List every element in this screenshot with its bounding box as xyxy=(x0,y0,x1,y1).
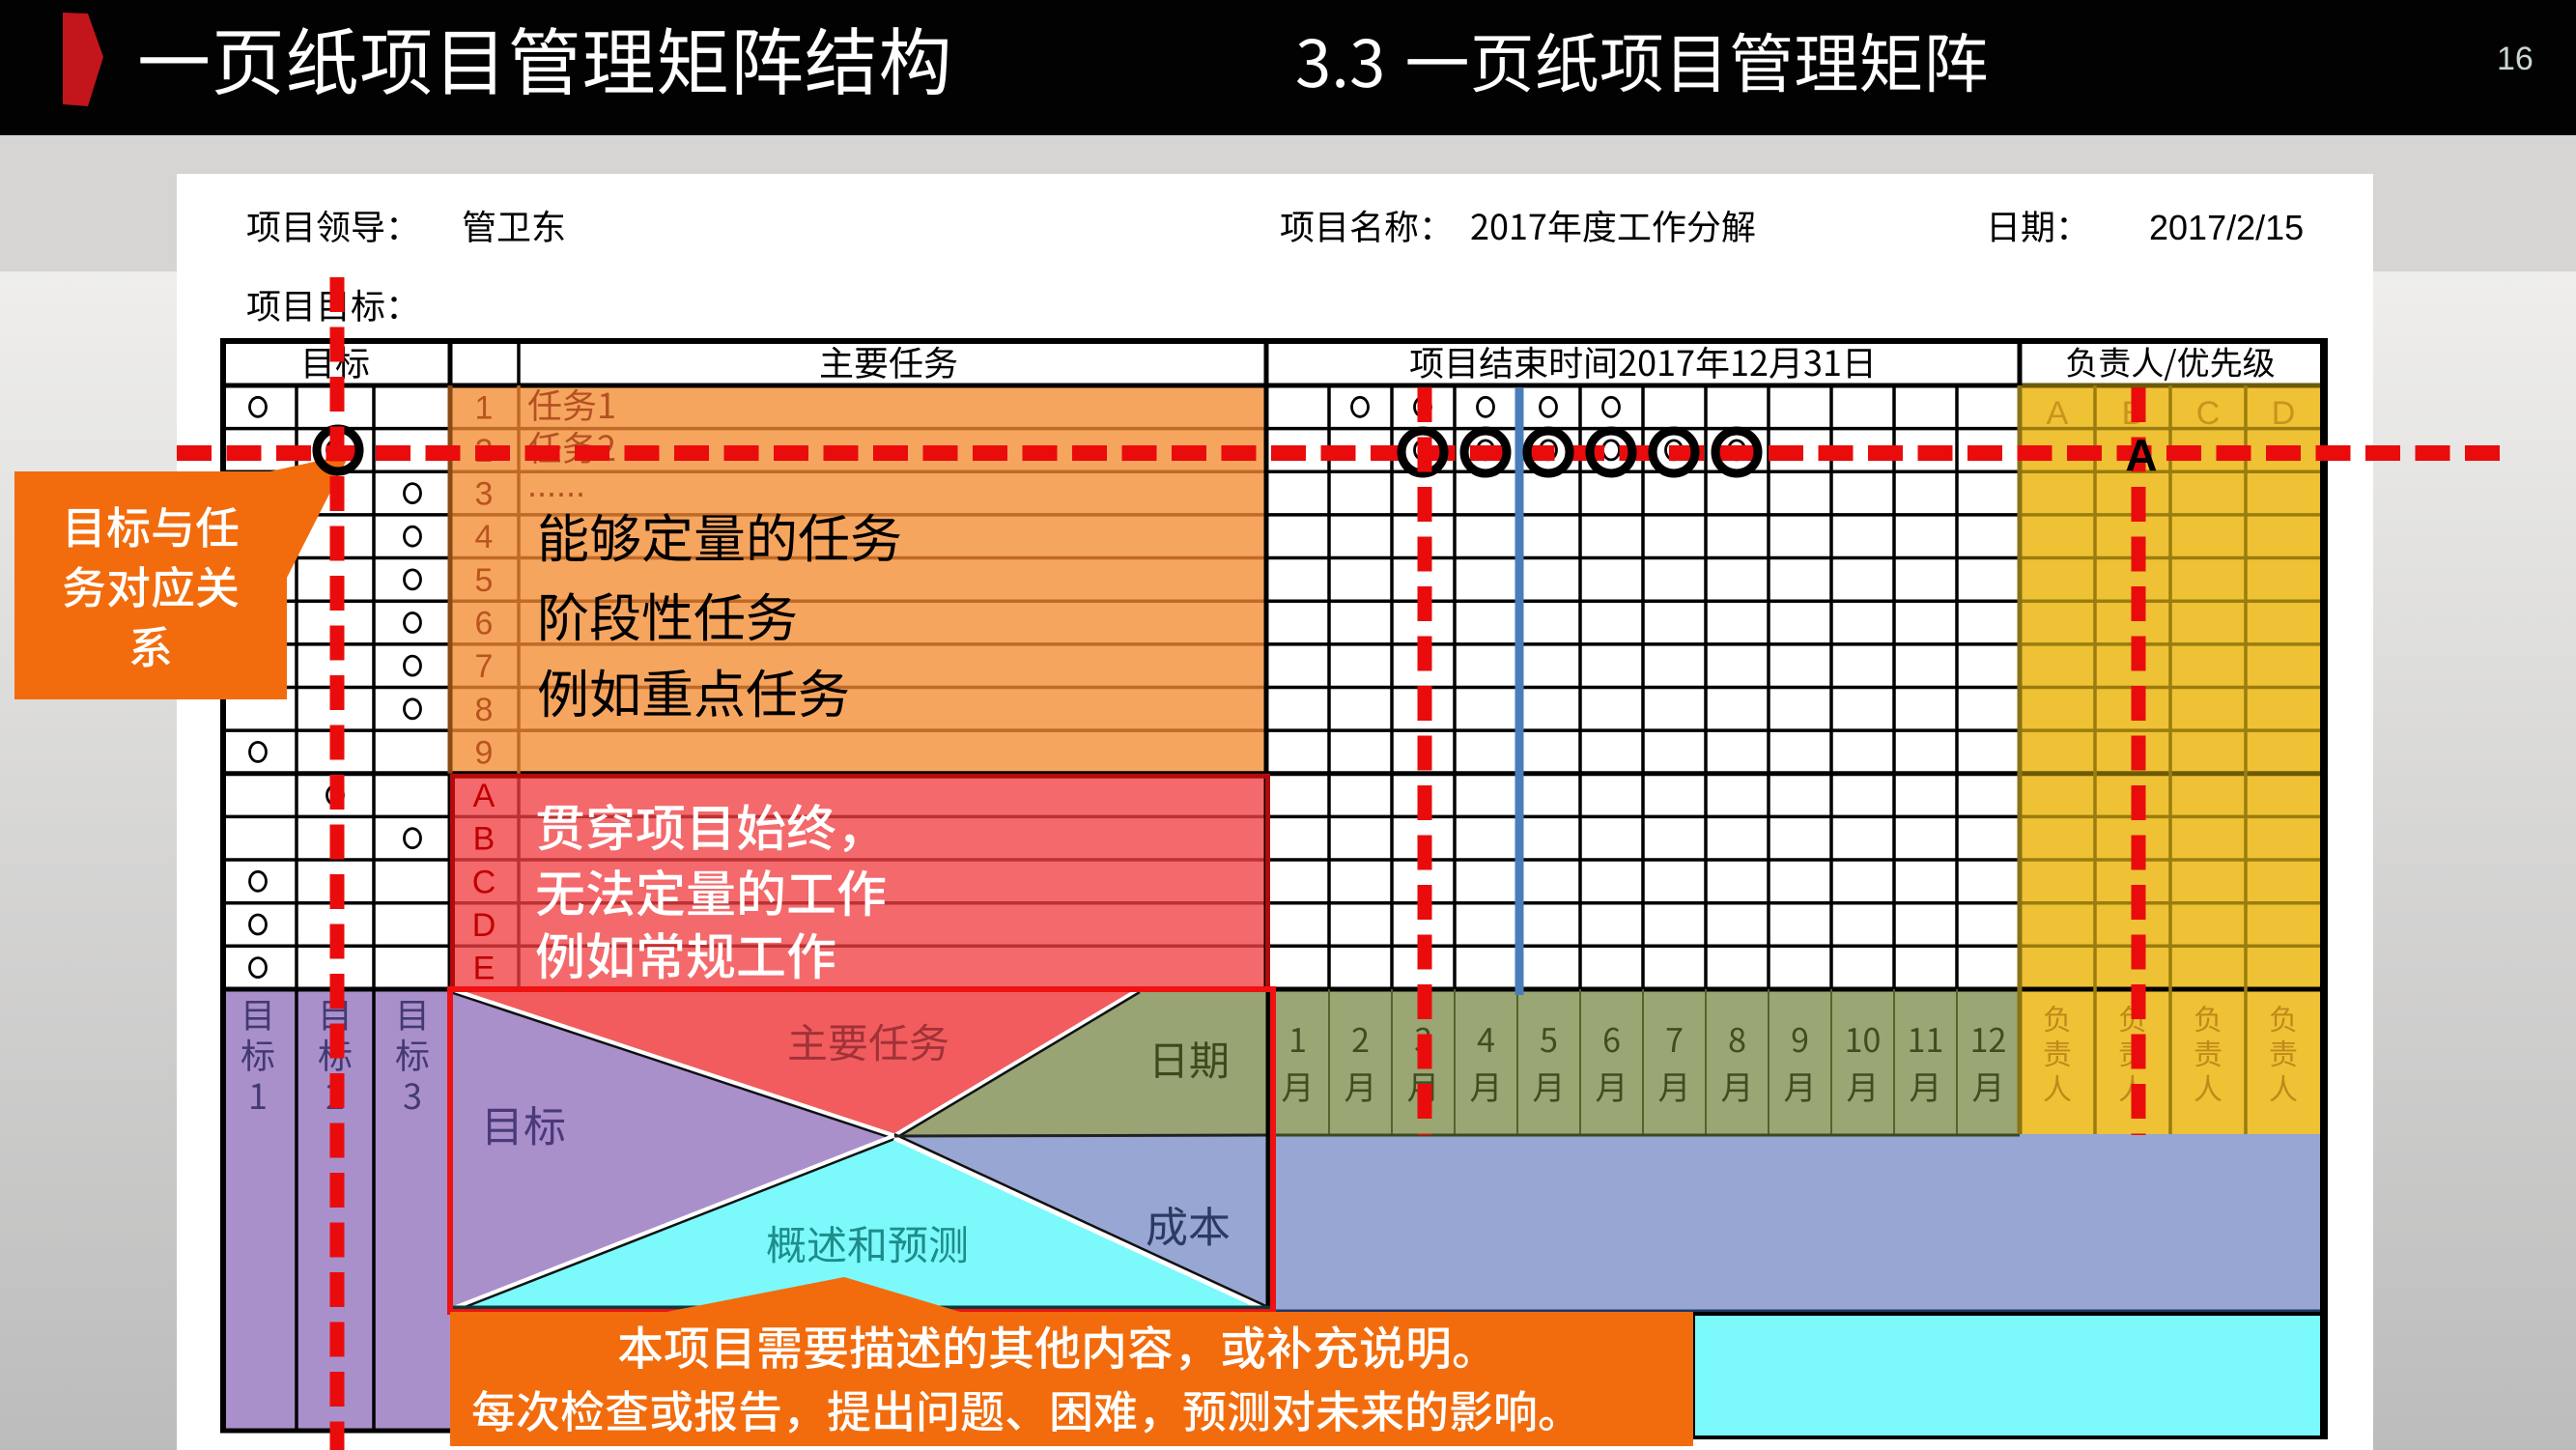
svg-text:C: C xyxy=(472,864,496,900)
svg-text:C: C xyxy=(2196,395,2221,432)
svg-text:16: 16 xyxy=(2497,41,2534,77)
svg-text:B: B xyxy=(473,821,495,858)
svg-text:1: 1 xyxy=(475,389,494,426)
svg-text:6: 6 xyxy=(475,606,494,642)
svg-text:9: 9 xyxy=(475,734,494,771)
svg-text:A: A xyxy=(473,778,495,814)
svg-text:E: E xyxy=(473,951,495,987)
svg-text:A: A xyxy=(2125,430,2157,480)
svg-text:3: 3 xyxy=(475,476,494,513)
svg-text:4: 4 xyxy=(475,519,494,555)
svg-text:7: 7 xyxy=(475,648,494,685)
svg-text:8: 8 xyxy=(475,692,494,728)
svg-text:2017/2/15: 2017/2/15 xyxy=(2149,208,2304,247)
svg-text:D: D xyxy=(472,907,496,944)
svg-text:5: 5 xyxy=(475,562,494,599)
svg-text:A: A xyxy=(2047,395,2069,432)
svg-text:D: D xyxy=(2272,395,2296,432)
svg-text:......: ...... xyxy=(527,465,585,504)
